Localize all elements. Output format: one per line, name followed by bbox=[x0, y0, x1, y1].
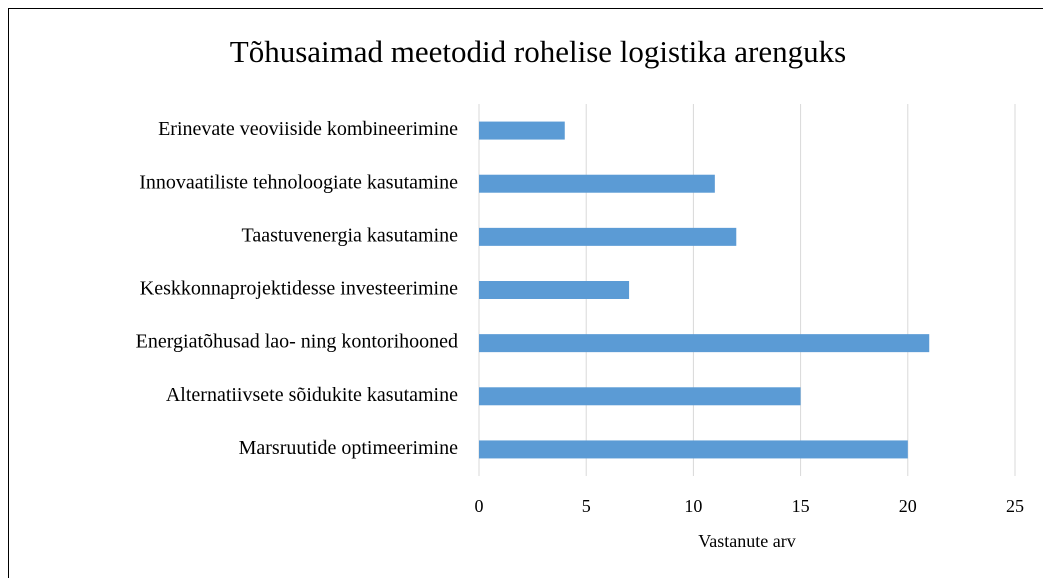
x-tick-label: 15 bbox=[792, 496, 810, 516]
bar bbox=[479, 281, 630, 299]
y-tick-label: Alternatiivsete sõidukite kasutamine bbox=[166, 384, 458, 406]
x-axis-label: Vastanute arv bbox=[698, 531, 795, 551]
y-tick-label: Taastuvenergia kasutamine bbox=[242, 224, 459, 246]
x-tick-label: 5 bbox=[582, 496, 591, 516]
y-tick-label: Marsruutide optimeerimine bbox=[239, 437, 459, 459]
y-tick-label: Erinevate veoviiside kombineerimine bbox=[158, 118, 458, 140]
bar bbox=[479, 387, 801, 406]
chart-title: Tõhusaimad meetodid rohelise logistika a… bbox=[230, 34, 846, 69]
x-tick-label: 25 bbox=[1006, 496, 1024, 516]
bar bbox=[479, 334, 930, 353]
y-tick-label: Keskkonnaprojektidesse investeerimine bbox=[140, 278, 458, 300]
bar bbox=[479, 440, 908, 459]
y-tick-label: Energiatõhusad lao- ning kontorihooned bbox=[136, 331, 458, 353]
y-tick-label: Innovaatiliste tehnoloogiate kasutamine bbox=[139, 171, 458, 193]
chart-border bbox=[8, 8, 1043, 578]
x-tick-label: 0 bbox=[475, 496, 484, 516]
bar bbox=[479, 121, 565, 140]
x-tick-label: 10 bbox=[684, 496, 702, 516]
x-tick-label: 20 bbox=[899, 496, 917, 516]
bar bbox=[479, 174, 715, 193]
bar bbox=[479, 227, 737, 246]
